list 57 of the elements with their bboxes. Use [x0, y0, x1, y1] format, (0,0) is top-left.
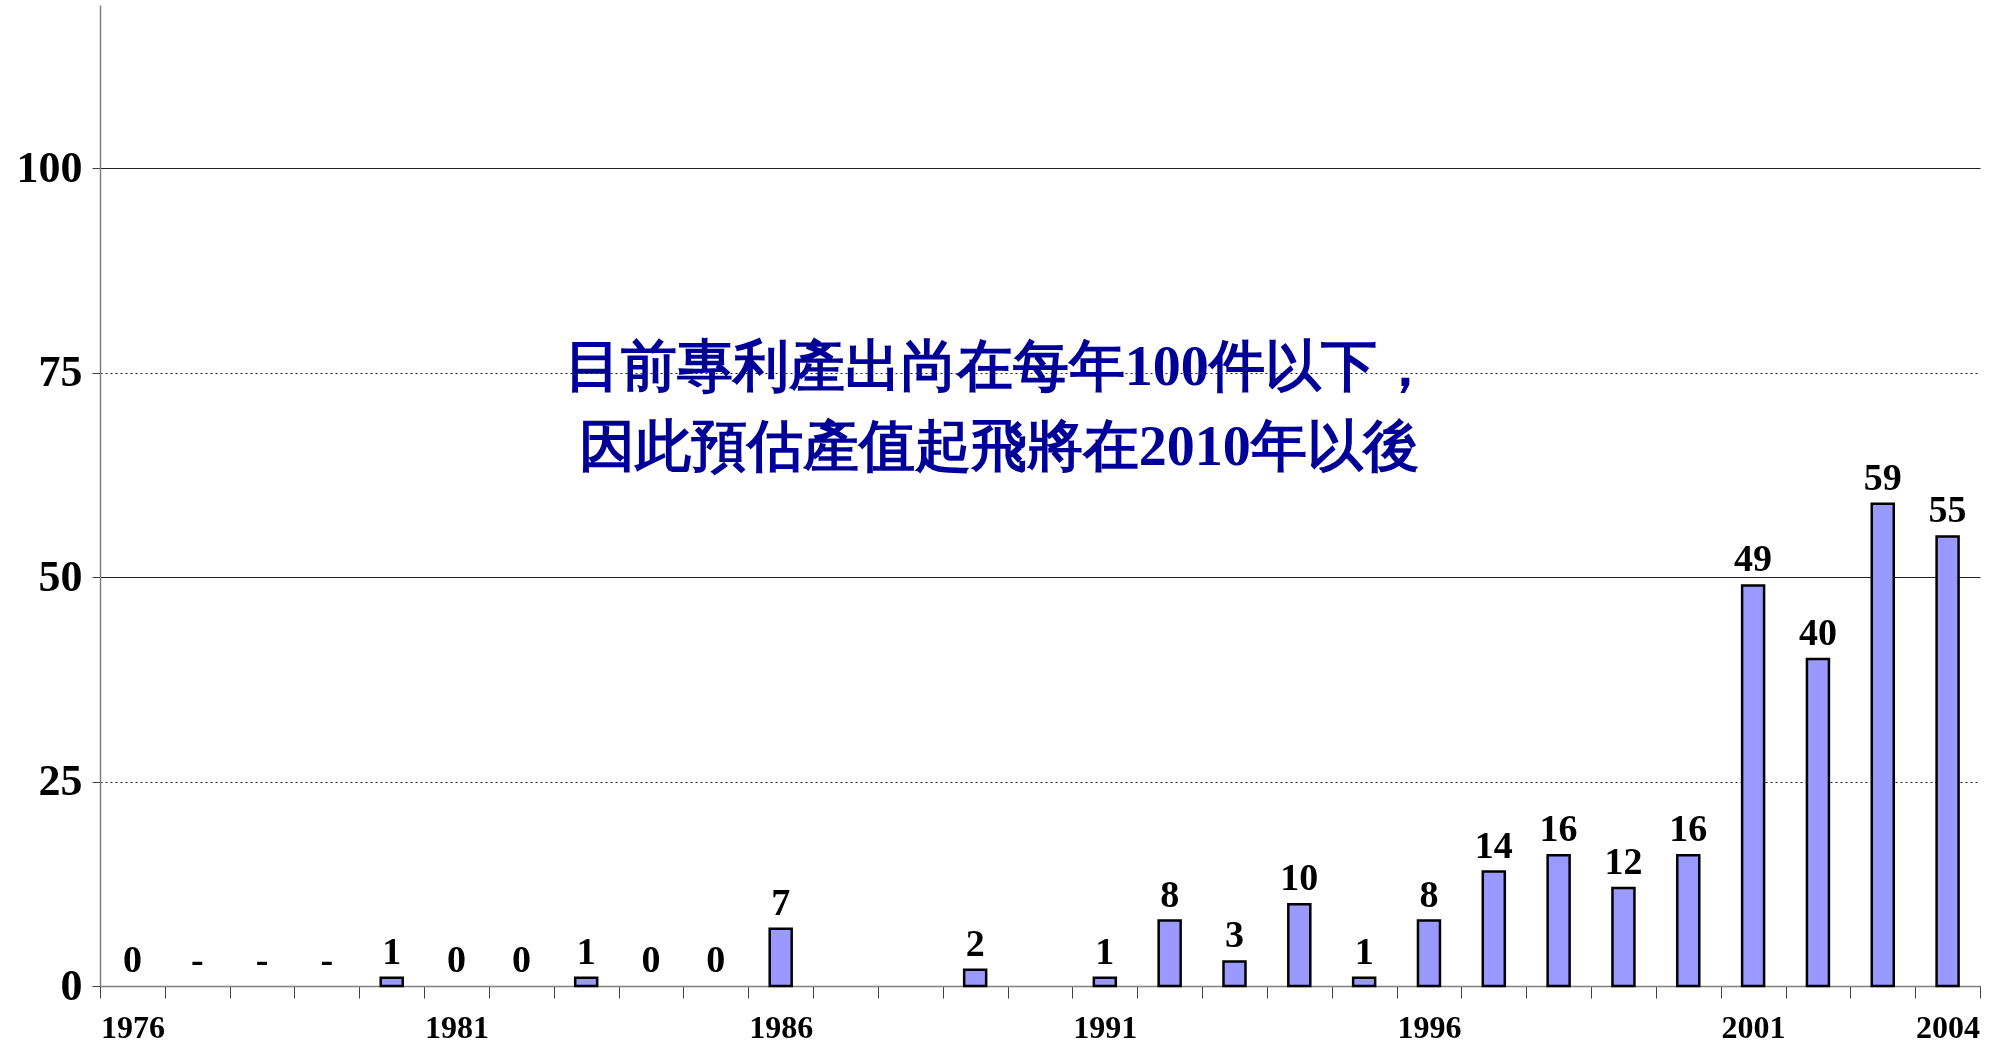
bar — [1416, 919, 1442, 988]
data-label: 49 — [1734, 537, 1773, 580]
bar — [379, 976, 404, 988]
bar — [962, 968, 988, 988]
bar — [1676, 853, 1701, 988]
x-tick-label: 1976 — [100, 1008, 165, 1045]
data-label: 59 — [1863, 455, 1902, 498]
y-tick-label: 50 — [38, 551, 83, 601]
data-label: 1 — [576, 929, 596, 972]
bar — [1157, 919, 1182, 988]
text: - — [320, 938, 334, 980]
y-tick-label: 75 — [38, 347, 83, 397]
bar — [1287, 903, 1312, 988]
bar — [1611, 886, 1636, 988]
bar — [768, 927, 793, 988]
data-label: 14 — [1474, 823, 1513, 866]
data-label: 0 — [511, 938, 531, 980]
data-label: 0 — [447, 938, 467, 980]
data-label: 1 — [1095, 929, 1115, 972]
data-label: 0 — [122, 938, 142, 980]
data-label: 1 — [1354, 929, 1374, 972]
data-label: 3 — [1224, 913, 1244, 956]
data-label: 16 — [1539, 807, 1578, 850]
bar — [1740, 584, 1766, 988]
x-tick-label: 1986 — [749, 1008, 814, 1045]
bar — [1935, 535, 1960, 988]
data-label: 16 — [1669, 807, 1708, 850]
bar — [1481, 870, 1507, 988]
data-label: 0 — [641, 938, 661, 980]
bar — [573, 976, 599, 988]
x-tick-label: 2004 — [1916, 1008, 1981, 1045]
bar — [1805, 657, 1831, 988]
data-label: 7 — [771, 880, 791, 923]
x-tick-label: 1991 — [1073, 1008, 1138, 1045]
text: - — [190, 938, 204, 980]
x-tick-label: 2001 — [1721, 1008, 1786, 1045]
y-tick-label: 100 — [16, 143, 83, 192]
data-label: 55 — [1928, 488, 1967, 531]
data-label: 8 — [1419, 872, 1439, 915]
bar — [1092, 976, 1118, 988]
y-tick-label: 0 — [60, 960, 83, 1010]
text: - — [255, 938, 269, 980]
bar — [1222, 960, 1247, 988]
data-label: 1 — [382, 929, 402, 972]
data-label: 0 — [706, 938, 726, 980]
x-tick-label: 1996 — [1397, 1008, 1462, 1045]
bar — [1351, 976, 1377, 988]
data-label: 8 — [1160, 872, 1180, 915]
data-label: 10 — [1280, 856, 1319, 899]
data-label: 2 — [965, 921, 985, 964]
x-tick-label: 1981 — [425, 1008, 490, 1045]
bar — [1870, 502, 1896, 988]
bar — [1546, 853, 1571, 988]
annotation: 目前專利產出尚在每年100件以下，因此預估產值起飛將在2010年以後 — [564, 334, 1433, 477]
y-tick-label: 25 — [38, 756, 83, 806]
data-label: 40 — [1798, 611, 1837, 653]
data-label: 12 — [1604, 839, 1643, 882]
